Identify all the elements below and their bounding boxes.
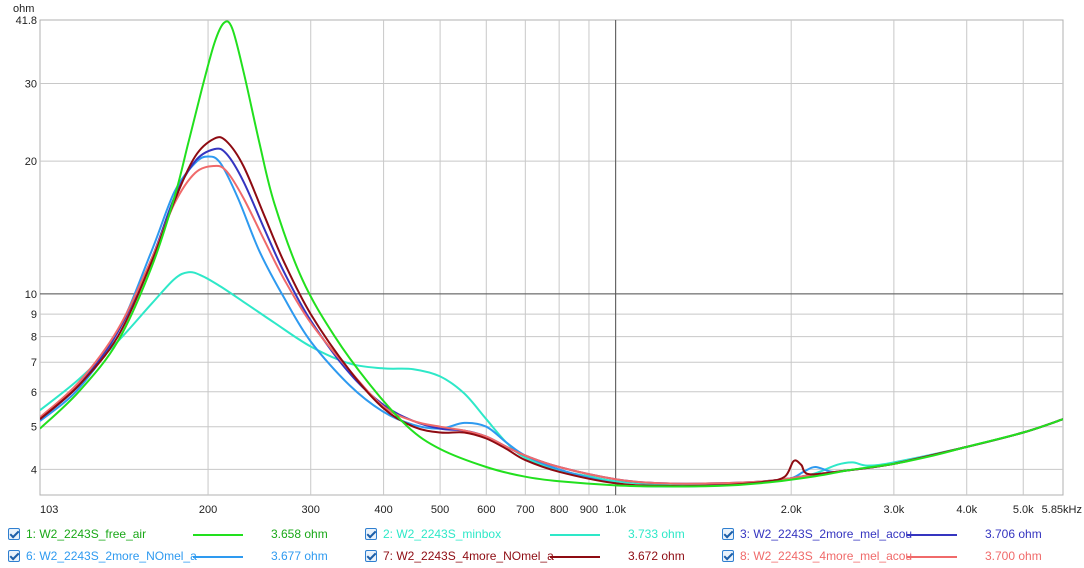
series-value: 3.706 ohm [985, 527, 1042, 541]
series-value: 3.700 ohm [985, 549, 1042, 563]
y-tick-label: 8 [31, 332, 37, 344]
x-tick-label: 3.0k [883, 504, 904, 516]
series-name: 6: W2_2243S_2more_NOmel_a [26, 549, 197, 563]
legend-item[interactable]: 7: W2_2243S_4more_NOmel_a [365, 546, 554, 566]
series-line [40, 271, 1063, 486]
x-tick-label: 600 [477, 504, 495, 516]
x-tick-label: 500 [431, 504, 449, 516]
series-swatch [193, 556, 243, 558]
series-line [40, 20, 1063, 488]
series-line [40, 155, 1063, 488]
y-tick-label: 5 [31, 422, 37, 434]
x-tick-label: 300 [302, 504, 320, 516]
series-line [40, 136, 1063, 488]
y-axis-label: ohm [13, 3, 34, 15]
series-name: 2: W2_2243S_minbox [383, 527, 502, 541]
series-checkbox[interactable] [722, 528, 734, 540]
series-swatch [193, 534, 243, 536]
series-swatch [907, 534, 957, 536]
legend-item[interactable]: 2: W2_2243S_minbox [365, 524, 501, 544]
series-checkbox[interactable] [722, 550, 734, 562]
plot-area [39, 19, 1064, 496]
series-checkbox[interactable] [8, 528, 20, 540]
series-swatch [907, 556, 957, 558]
series-checkbox[interactable] [365, 528, 377, 540]
series-name: 7: W2_2243S_4more_NOmel_a [383, 549, 554, 563]
series-name: 3: W2_2243S_2more_mel_acou [740, 527, 913, 541]
x-tick-label: 5.85kHz [1042, 504, 1082, 516]
x-tick-label: 400 [374, 504, 392, 516]
legend-item[interactable]: 1: W2_2243S_free_air [8, 524, 146, 544]
series-checkbox[interactable] [365, 550, 377, 562]
y-tick-label: 4 [31, 464, 37, 476]
y-tick-label: 6 [31, 387, 37, 399]
x-tick-label: 900 [580, 504, 598, 516]
y-tick-label: 10 [25, 289, 37, 301]
series-value: 3.677 ohm [271, 549, 328, 563]
y-tick-label: 7 [31, 357, 37, 369]
x-tick-label: 700 [516, 504, 534, 516]
x-tick-label: 2.0k [781, 504, 802, 516]
y-tick-label: 41.8 [16, 15, 37, 27]
x-tick-label: 800 [550, 504, 568, 516]
legend-item[interactable]: 8: W2_2243S_4more_mel_acou [722, 546, 912, 566]
series-swatch [550, 556, 600, 558]
series-checkbox[interactable] [8, 550, 20, 562]
series-value: 3.658 ohm [271, 527, 328, 541]
x-tick-label: 4.0k [956, 504, 977, 516]
series-value: 3.672 ohm [628, 549, 685, 563]
series-value: 3.733 ohm [628, 527, 685, 541]
x-tick-label: 5.0k [1013, 504, 1034, 516]
impedance-chart[interactable]: 103 200 300 400 500 600 700 800 900 1.0k 2.0k 3.0k 4… [0, 0, 1084, 520]
x-tick-label: 103 [40, 504, 58, 516]
series-name: 8: W2_2243S_4more_mel_acou [740, 549, 913, 563]
x-tick-label: 200 [199, 504, 217, 516]
series-swatch [550, 534, 600, 536]
y-tick-label: 9 [31, 309, 37, 321]
legend-item[interactable]: 3: W2_2243S_2more_mel_acou [722, 524, 912, 544]
legend-item[interactable]: 6: W2_2243S_2more_NOmel_a [8, 546, 197, 566]
y-tick-label: 20 [25, 156, 37, 168]
legend: 1: W2_2243S_free_air 3.658 ohm 2: W2_2243S… [0, 520, 1084, 568]
y-tick-label: 30 [25, 79, 37, 91]
x-tick-label: 1.0k [605, 504, 626, 516]
series-name: 1: W2_2243S_free_air [26, 527, 147, 541]
